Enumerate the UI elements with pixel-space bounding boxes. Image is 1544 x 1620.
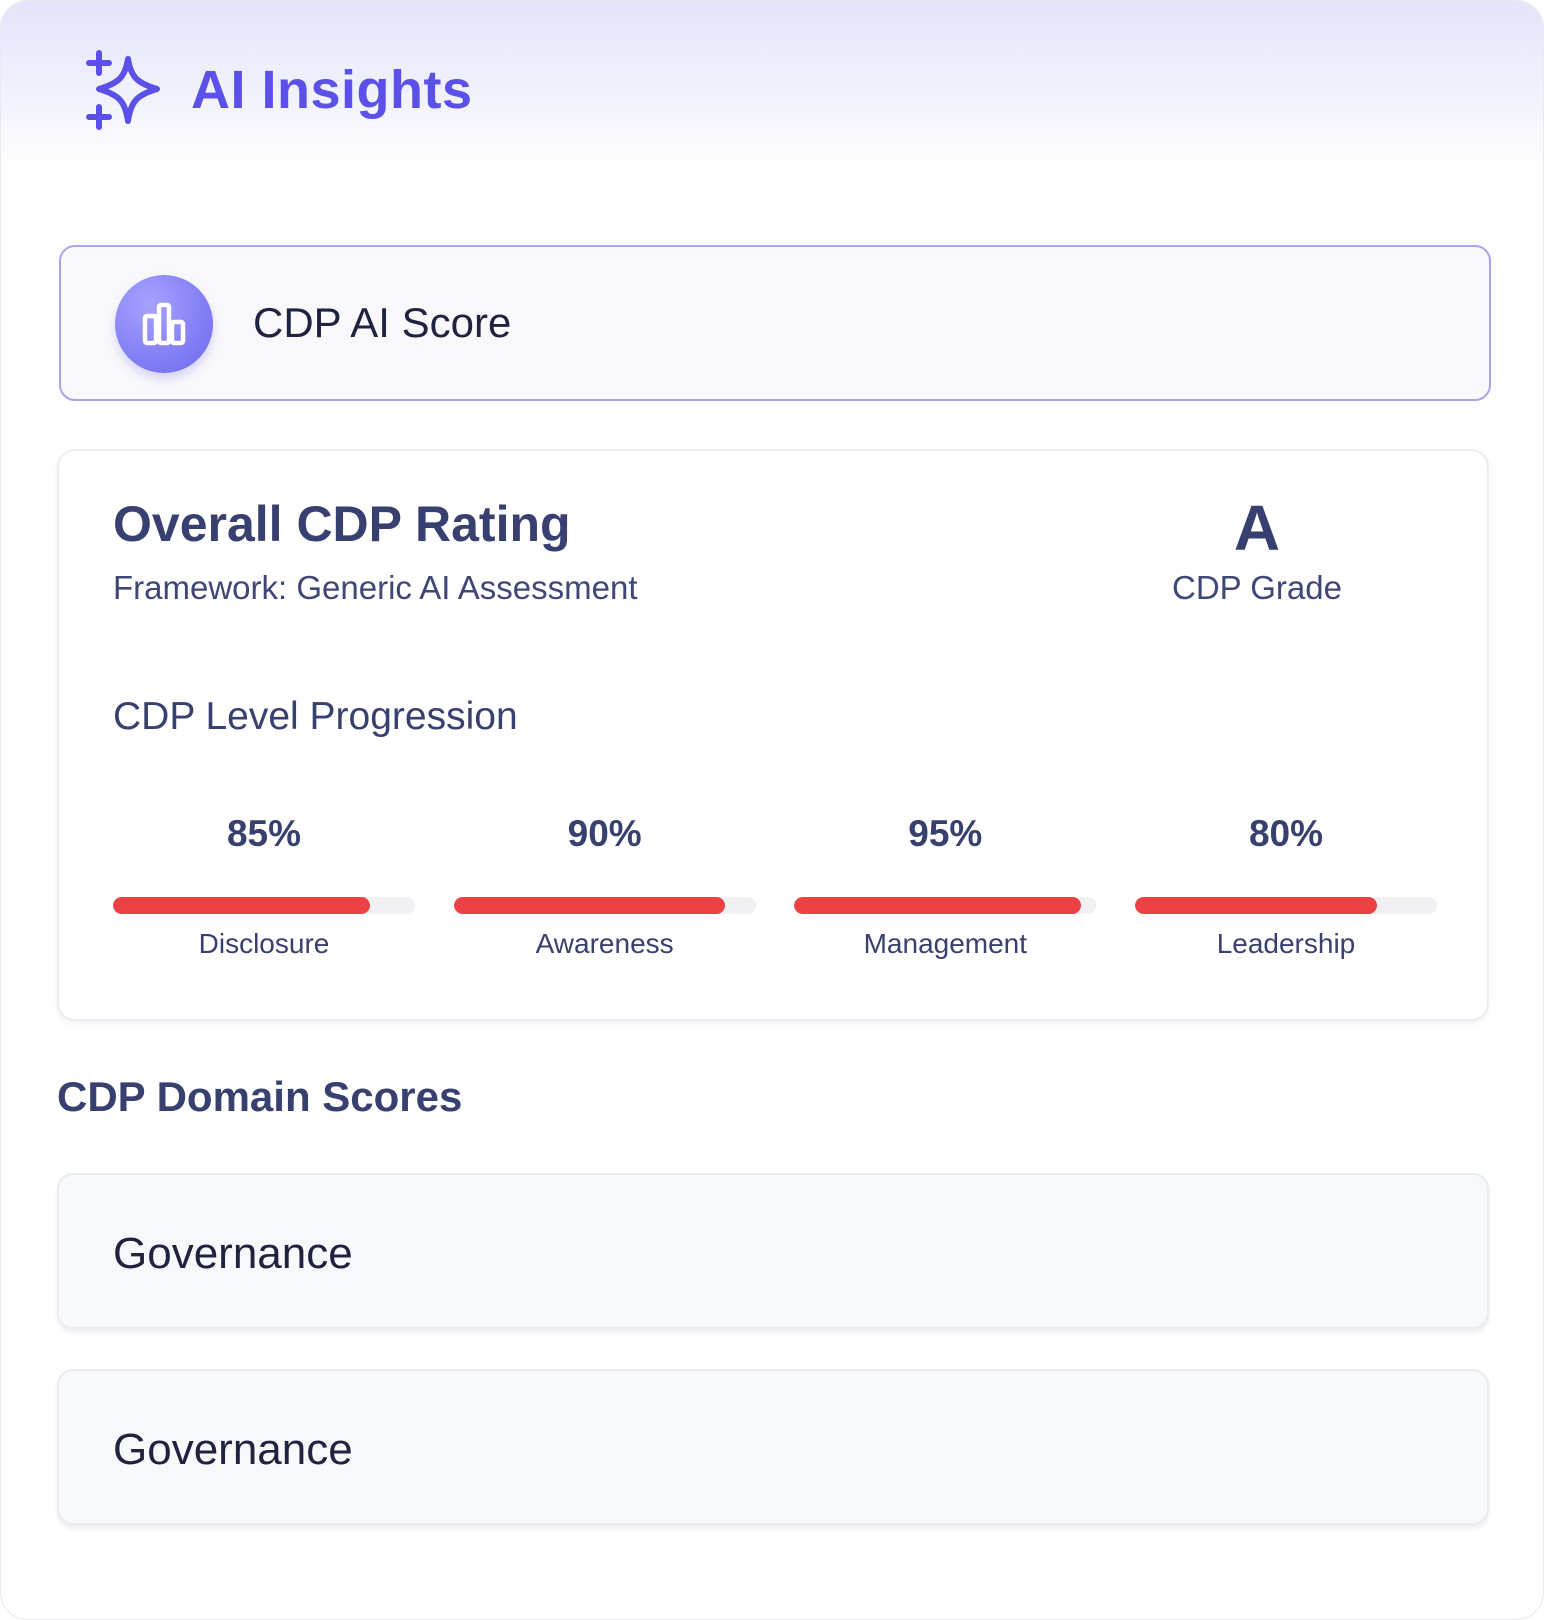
progress-track [453,897,756,914]
progress-item-disclosure: 85% Disclosure [113,813,415,963]
domain-name: Governance [113,1229,353,1278]
progress-item-management: 95% Management [794,813,1097,963]
score-card-label: CDP AI Score [253,299,512,346]
domain-card-governance[interactable]: Governance [57,1173,1489,1329]
progress-label: Management [863,928,1028,959]
progress-fill [1134,897,1377,914]
domain-name: Governance [113,1425,353,1474]
progress-track [1134,897,1437,914]
page-title: AI Insights [191,60,473,120]
progress-percent: 85% [226,813,302,854]
level-progression: 85% Disclosure 90% Awareness 95% Managem… [113,813,1437,963]
progress-fill [113,897,370,914]
progress-label: Disclosure [198,928,330,959]
progress-percent: 80% [1248,813,1323,854]
progression-title: CDP Level Progression [113,695,518,738]
progress-track [113,897,415,914]
progress-item-leadership: 80% Leadership [1134,813,1437,963]
domain-scores-title: CDP Domain Scores [57,1073,463,1120]
rating-title: Overall CDP Rating [113,496,571,552]
cdp-ai-score-card[interactable]: CDP AI Score [59,245,1491,401]
progress-track [794,897,1097,914]
progress-percent: 90% [567,813,642,854]
score-avatar [115,275,213,373]
progress-label: Awareness [535,928,674,959]
progress-item-awareness: 90% Awareness [453,813,756,963]
grade-value: A [1233,492,1281,564]
sparkles-icon [85,49,171,135]
progress-label: Leadership [1216,928,1356,959]
panel-header: AI Insights [1,1,1543,171]
grade-caption: CDP Grade [1172,569,1342,606]
progress-percent: 95% [908,813,983,854]
domain-card-governance[interactable]: Governance [57,1369,1489,1525]
overall-rating-card: Overall CDP Rating Framework: Generic AI… [57,449,1489,1021]
progress-fill [453,897,726,914]
framework-text: Framework: Generic AI Assessment [113,569,638,606]
progress-fill [794,897,1082,914]
